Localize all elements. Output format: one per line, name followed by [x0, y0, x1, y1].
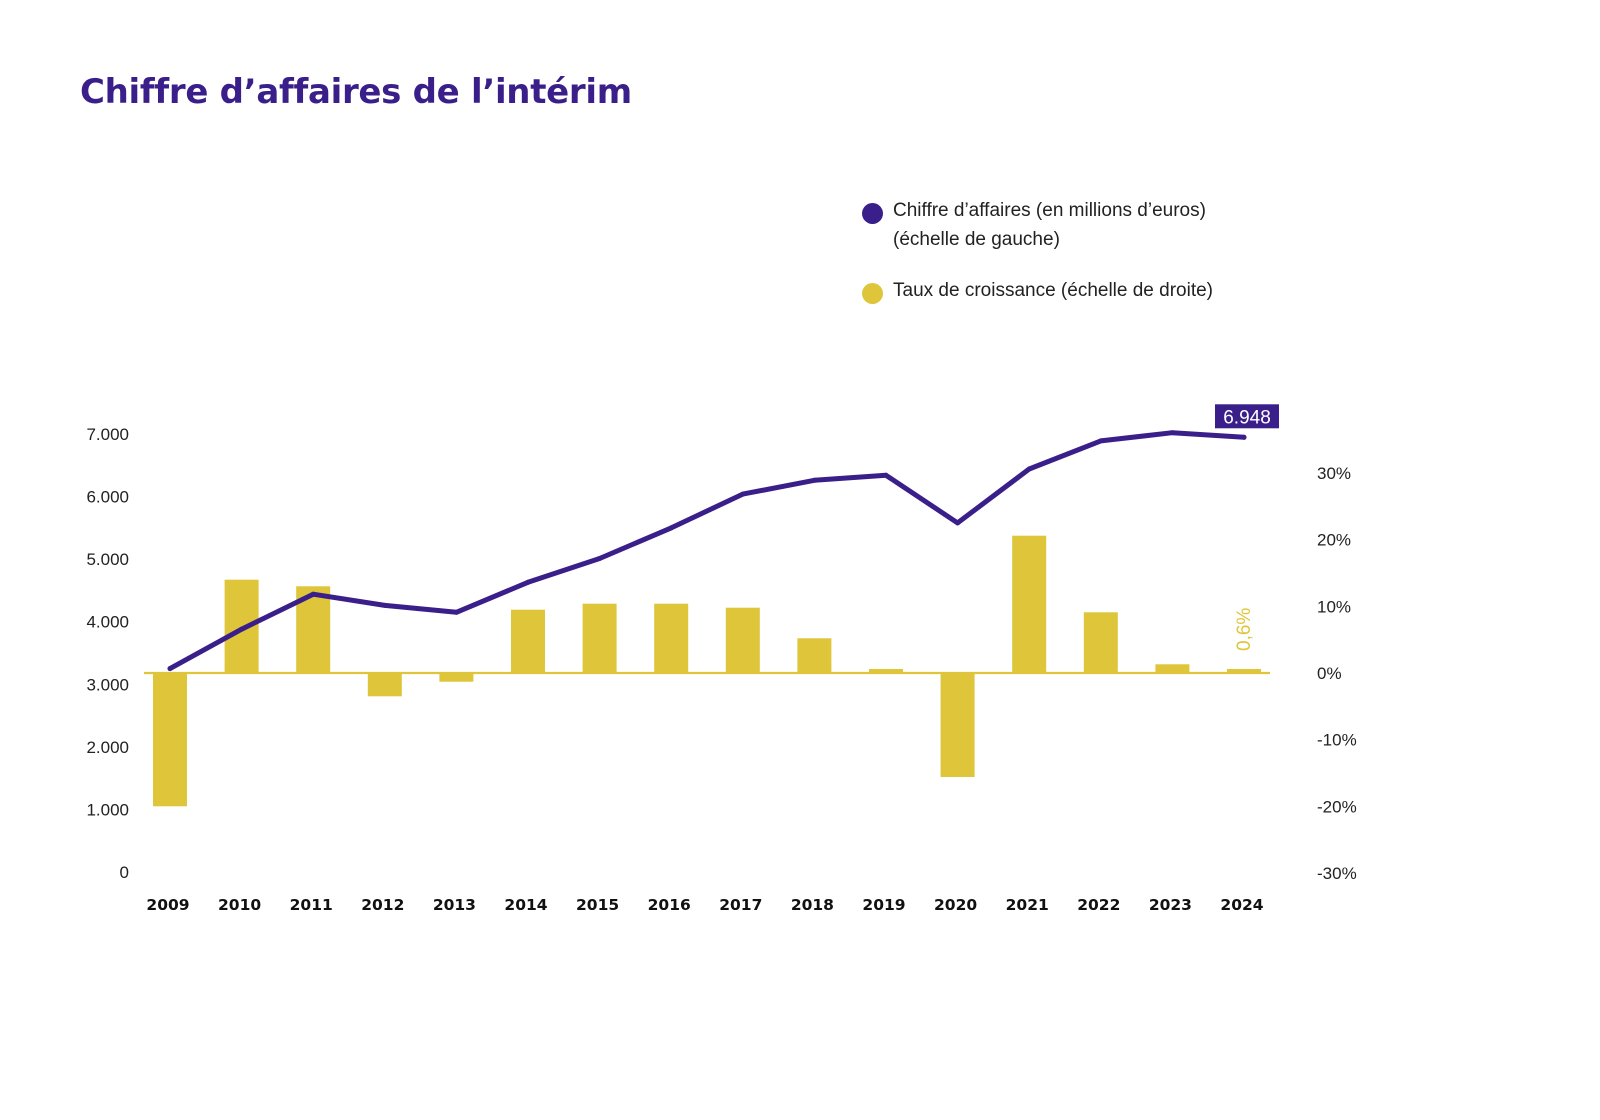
x-axis-tick-label: 2020: [934, 896, 977, 914]
growth-bar-2010: [224, 579, 259, 673]
growth-bar-2012: [367, 673, 402, 697]
x-axis-tick-label: 2023: [1149, 896, 1192, 914]
growth-bar-2015: [582, 603, 617, 673]
legend-swatch-growth: [862, 283, 883, 304]
x-axis-tick-label: 2014: [504, 896, 547, 914]
left-axis-tick-label: 3.000: [86, 675, 129, 694]
x-axis-tick-label: 2015: [576, 896, 619, 914]
legend: Chiffre d’affaires (en millions d’euros)…: [862, 196, 1213, 305]
left-axis-tick-label: 5.000: [86, 550, 129, 569]
legend-label-revenue-line2: (échelle de gauche): [893, 229, 1060, 250]
right-axis-tick-label: 30%: [1317, 464, 1351, 483]
growth-bar-2020: [940, 673, 975, 777]
left-axis-tick-label: 4.000: [86, 613, 129, 632]
legend-label-growth: Taux de croissance (échelle de droite): [893, 280, 1214, 301]
x-axis-tick-label: 2011: [290, 896, 333, 914]
revenue-point-2014: [525, 579, 531, 585]
last-growth-label: 0,6%: [1234, 608, 1255, 651]
right-axis-tick-label: 10%: [1317, 597, 1351, 616]
right-axis-tick-label: 0%: [1317, 664, 1342, 683]
revenue-line: [167, 430, 1247, 672]
left-axis-tick-label: 1.000: [86, 800, 129, 819]
revenue-point-2013: [453, 609, 459, 615]
x-axis-tick-label: 2017: [719, 896, 762, 914]
legend-item-growth: Taux de croissance (échelle de droite): [862, 276, 1213, 305]
growth-bar-2023: [1155, 664, 1190, 673]
growth-bar-2014: [511, 609, 545, 673]
growth-bar-2009: [153, 673, 187, 807]
chart-title: Chiffre d’affaires de l’intérim: [80, 72, 632, 112]
left-axis-tick-label: 2.000: [86, 738, 129, 757]
x-axis-tick-label: 2021: [1006, 896, 1049, 914]
revenue-point-2015: [597, 556, 603, 561]
revenue-point-2017: [740, 491, 746, 497]
growth-bar-2018: [797, 638, 832, 673]
revenue-point-2020: [955, 520, 961, 526]
revenue-point-2009: [167, 666, 173, 672]
growth-bar-2022: [1083, 612, 1118, 673]
growth-bar-2013: [439, 673, 474, 682]
right-axis-tick-label: -10%: [1317, 731, 1357, 750]
right-axis-tick-label: 20%: [1317, 531, 1351, 550]
last-value-label: 6.948: [1223, 407, 1271, 428]
legend-swatch-revenue: [862, 203, 883, 224]
last-value-label-box: [1215, 404, 1279, 429]
left-axis-tick-label: 0: [120, 863, 129, 882]
revenue-point-2016: [668, 525, 674, 531]
revenue-point-2023: [1169, 430, 1175, 436]
growth-bar-2016: [654, 603, 689, 673]
left-axis-tick-label: 6.000: [86, 488, 129, 507]
growth-bar-2017: [725, 607, 760, 673]
right-axis-tick-label: -20%: [1317, 797, 1357, 816]
revenue-point-2011: [310, 591, 316, 597]
x-axis-tick-label: 2019: [862, 896, 905, 914]
x-axis-tick-label: 2024: [1220, 896, 1263, 914]
growth-bar-2021: [1012, 535, 1047, 673]
left-axis-tick-label: 7.000: [86, 425, 129, 444]
x-axis-tick-label: 2022: [1077, 896, 1120, 914]
x-axis-tick-label: 2018: [791, 896, 834, 914]
x-axis-tick-label: 2009: [146, 896, 189, 914]
revenue-point-2010: [239, 626, 245, 632]
revenue-point-2022: [1098, 438, 1104, 444]
revenue-point-2012: [382, 602, 388, 608]
revenue-point-2024: [1241, 434, 1247, 440]
x-axis-tick-label: 2013: [433, 896, 476, 914]
growth-bar-2024: [1227, 669, 1261, 673]
growth-bar-2019: [869, 669, 903, 673]
right-axis-tick-label: -30%: [1317, 864, 1357, 883]
legend-label-revenue-line1: Chiffre d’affaires (en millions d’euros): [893, 200, 1206, 221]
revenue-point-2019: [883, 472, 889, 478]
legend-item-revenue: Chiffre d’affaires (en millions d’euros)…: [862, 196, 1213, 254]
x-axis-tick-label: 2012: [361, 896, 404, 914]
revenue-point-2021: [1026, 466, 1032, 472]
x-axis-tick-label: 2016: [648, 896, 691, 914]
revenue-point-2018: [811, 477, 817, 483]
x-axis-tick-label: 2010: [218, 896, 261, 914]
